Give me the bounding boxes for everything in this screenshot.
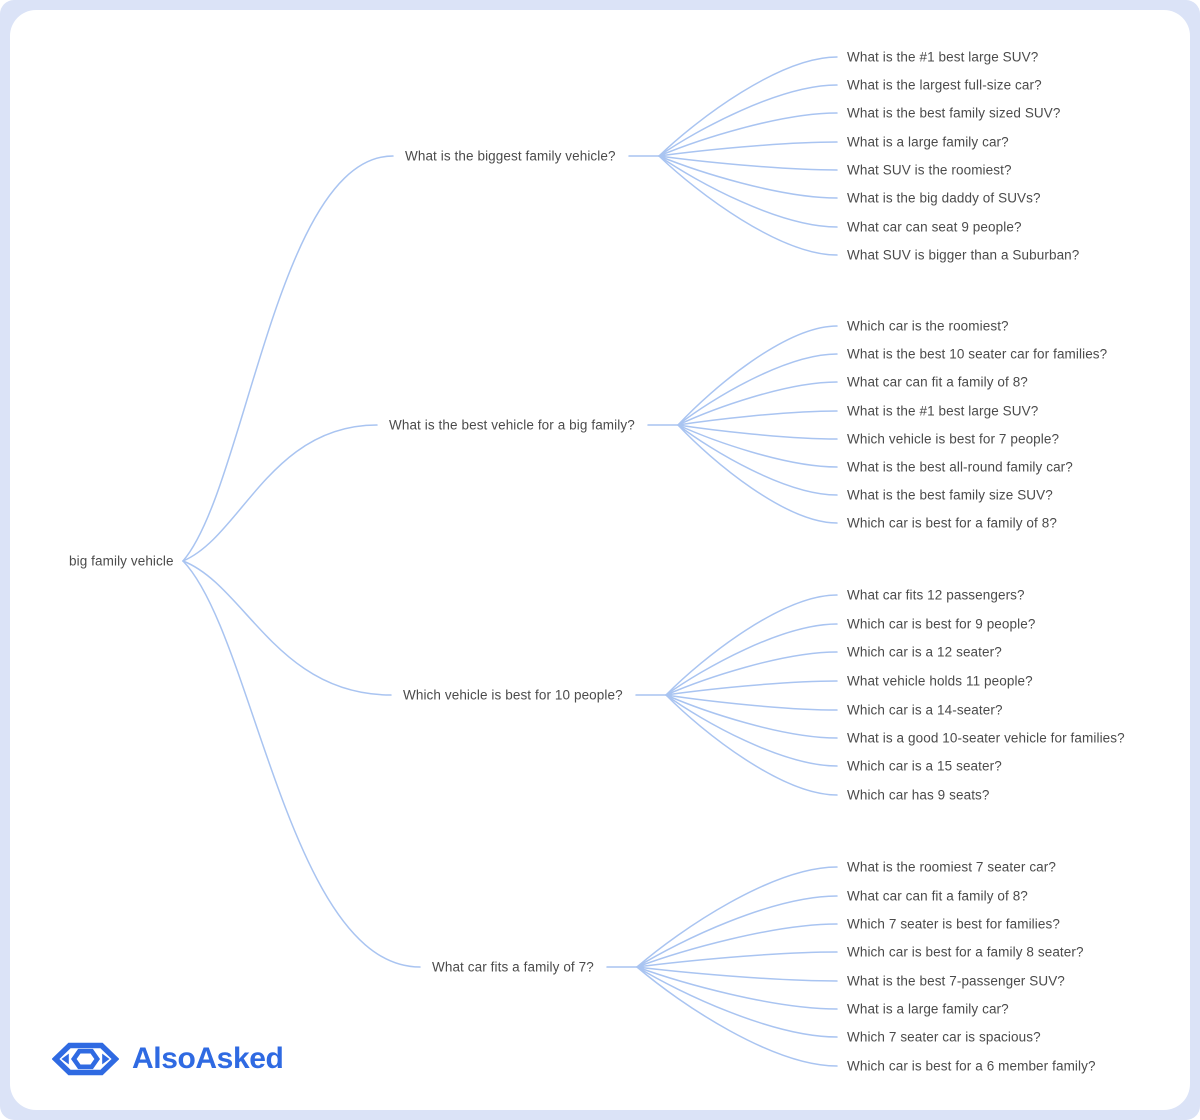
leaf-question[interactable]: What is the best 10 seater car for famil… xyxy=(847,346,1108,362)
leaf-question[interactable]: What SUV is the roomiest? xyxy=(847,162,1012,178)
leaf-question[interactable]: What is a large family car? xyxy=(847,1001,1009,1017)
leaf-question[interactable]: What car can fit a family of 8? xyxy=(847,374,1028,390)
leaf-question[interactable]: What car can fit a family of 8? xyxy=(847,888,1028,904)
leaf-question[interactable]: What car fits 12 passengers? xyxy=(847,587,1025,603)
leaf-question[interactable]: Which 7 seater car is spacious? xyxy=(847,1029,1041,1045)
leaf-question[interactable]: Which car has 9 seats? xyxy=(847,787,990,803)
leaf-question[interactable]: Which car is best for a 6 member family? xyxy=(847,1058,1096,1074)
leaf-question[interactable]: What is the best family size SUV? xyxy=(847,487,1053,503)
leaf-question[interactable]: Which car is the roomiest? xyxy=(847,318,1009,334)
leaf-question[interactable]: What SUV is bigger than a Suburban? xyxy=(847,247,1080,263)
leaf-question[interactable]: What is a large family car? xyxy=(847,134,1009,150)
alsoasked-logo: AlsoAsked xyxy=(52,1039,284,1079)
leaf-question[interactable]: What is a good 10-seater vehicle for fam… xyxy=(847,730,1125,746)
leaf-question[interactable]: Which car is best for a family 8 seater? xyxy=(847,944,1084,960)
leaf-question[interactable]: What is the big daddy of SUVs? xyxy=(847,190,1041,206)
branch-node[interactable]: What is the biggest family vehicle? xyxy=(405,148,616,164)
leaf-question[interactable]: Which vehicle is best for 7 people? xyxy=(847,431,1060,447)
branch-node[interactable]: Which vehicle is best for 10 people? xyxy=(403,687,623,703)
branch-node[interactable]: What car fits a family of 7? xyxy=(432,959,594,975)
leaf-question[interactable]: What is the #1 best large SUV? xyxy=(847,403,1039,419)
leaf-question[interactable]: Which car is best for a family of 8? xyxy=(847,515,1057,531)
leaf-question[interactable]: Which car is a 15 seater? xyxy=(847,758,1002,774)
leaf-question[interactable]: Which car is best for 9 people? xyxy=(847,616,1036,632)
leaf-question[interactable]: What is the #1 best large SUV? xyxy=(847,49,1039,65)
leaf-question[interactable]: What is the best 7-passenger SUV? xyxy=(847,973,1065,989)
leaf-question[interactable]: What is the largest full-size car? xyxy=(847,77,1042,93)
branch-node[interactable]: What is the best vehicle for a big famil… xyxy=(389,417,635,433)
leaf-question[interactable]: What is the best all-round family car? xyxy=(847,459,1073,475)
alsoasked-wordmark: AlsoAsked xyxy=(132,1042,284,1075)
leaf-question[interactable]: What car can seat 9 people? xyxy=(847,219,1022,235)
leaf-question[interactable]: Which 7 seater is best for families? xyxy=(847,916,1060,932)
leaf-question[interactable]: What is the best family sized SUV? xyxy=(847,105,1061,121)
alsoasked-eye-icon xyxy=(52,1042,119,1076)
leaf-question[interactable]: What vehicle holds 11 people? xyxy=(847,673,1033,689)
leaf-question[interactable]: Which car is a 12 seater? xyxy=(847,644,1002,660)
leaf-question[interactable]: Which car is a 14-seater? xyxy=(847,702,1003,718)
root-node: big family vehicle xyxy=(69,553,174,569)
leaf-question[interactable]: What is the roomiest 7 seater car? xyxy=(847,859,1056,875)
